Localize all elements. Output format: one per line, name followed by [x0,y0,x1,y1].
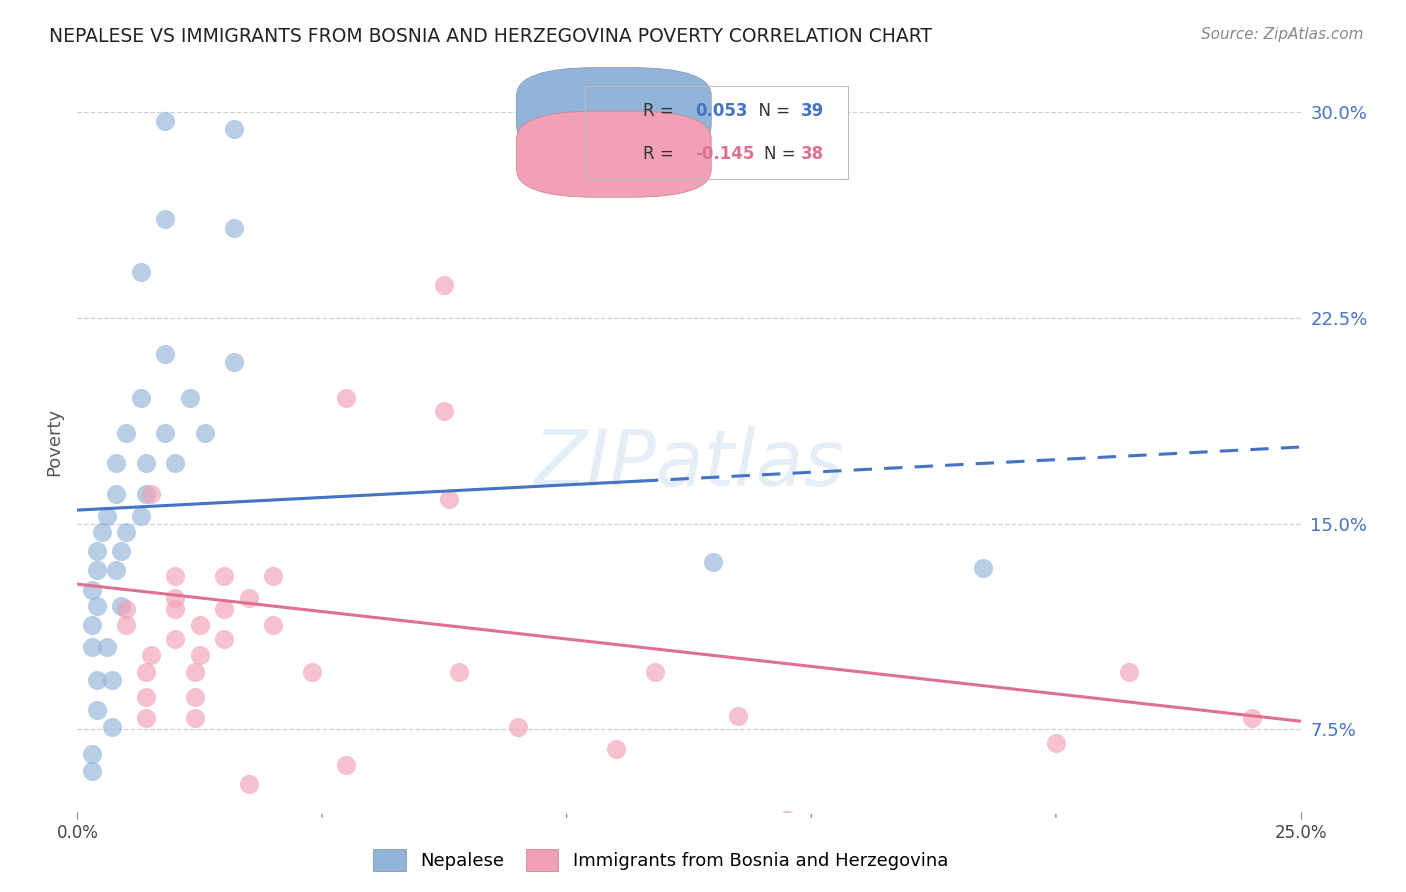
Point [96,640,118,655]
Point [80,764,103,778]
Point [212,569,235,583]
Text: ZIPatlas: ZIPatlas [533,425,845,502]
Point [301,665,323,679]
Point [110,599,132,613]
Point [100,673,122,687]
Point [129,508,152,523]
Point [86,563,108,577]
Point [135,486,157,500]
Point [155,113,177,128]
Point [702,555,724,569]
Point [155,212,177,227]
Point [727,708,749,723]
Point [96,508,118,523]
Text: NEPALESE VS IMMIGRANTS FROM BOSNIA AND HERZEGOVINA POVERTY CORRELATION CHART: NEPALESE VS IMMIGRANTS FROM BOSNIA AND H… [49,27,932,45]
Point [222,355,245,369]
Point [433,278,456,293]
Point [165,457,187,471]
Point [188,648,211,663]
Point [135,690,157,704]
Point [222,122,245,136]
Point [184,665,207,679]
Point [155,347,177,361]
Point [437,492,460,507]
Point [188,618,211,632]
Text: Source: ZipAtlas.com: Source: ZipAtlas.com [1201,27,1364,42]
Point [335,758,357,772]
Point [115,602,138,616]
Point [447,665,470,679]
Point [135,665,157,679]
Point [1118,665,1140,679]
Point [100,720,122,734]
Point [1045,736,1067,750]
Point [115,618,138,632]
Point [155,426,177,441]
Point [139,486,162,500]
Y-axis label: Poverty: Poverty [45,408,63,475]
Point [110,544,132,558]
Point [86,599,108,613]
Point [238,777,260,791]
Point [105,457,128,471]
Point [80,618,103,632]
Point [605,741,627,756]
Point [135,711,157,725]
Point [129,391,152,405]
Point [972,560,994,574]
Point [222,220,245,235]
Point [433,404,456,418]
Point [776,813,799,827]
Point [165,569,187,583]
Point [212,602,235,616]
Point [1240,711,1263,725]
Point [139,648,162,663]
Point [506,720,529,734]
Point [165,591,187,605]
Point [80,640,103,655]
Point [179,391,201,405]
Point [135,457,157,471]
Point [165,602,187,616]
Point [184,711,207,725]
Point [105,563,128,577]
Point [335,391,357,405]
Point [238,591,260,605]
Point [80,582,103,597]
Point [86,544,108,558]
Point [165,632,187,646]
Point [80,747,103,761]
Point [212,632,235,646]
Point [86,673,108,687]
Legend: Nepalese, Immigrants from Bosnia and Herzegovina: Nepalese, Immigrants from Bosnia and Her… [366,842,956,879]
Point [115,524,138,539]
Point [262,618,284,632]
Point [184,690,207,704]
Point [193,426,215,441]
Point [129,264,152,278]
Point [105,486,128,500]
Point [115,426,138,441]
Point [262,569,284,583]
Point [90,524,112,539]
Point [86,703,108,717]
Point [644,665,666,679]
